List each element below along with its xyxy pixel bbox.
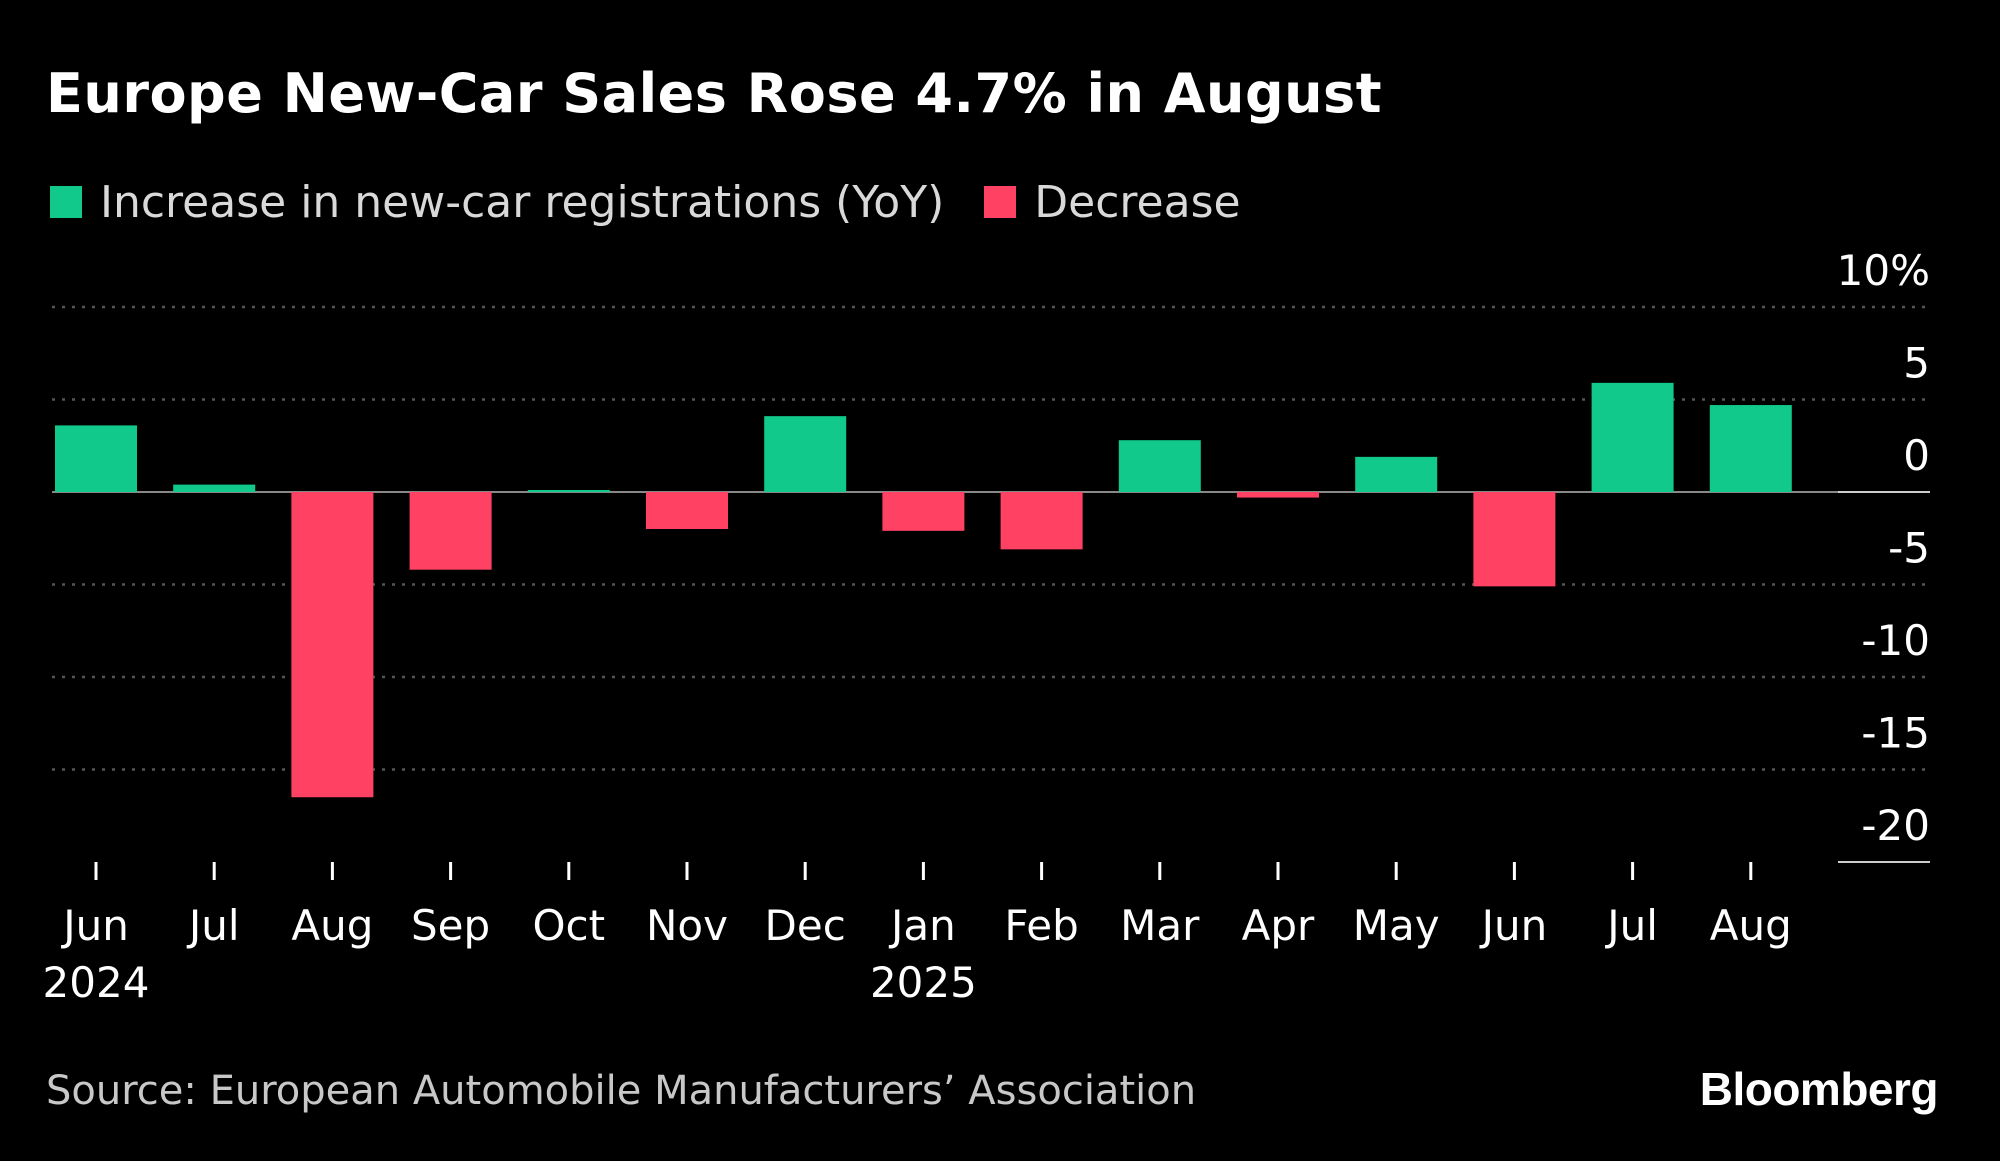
chart-title: Europe New-Car Sales Rose 4.7% in August — [46, 62, 1383, 125]
legend-item-increase: Increase in new-car registrations (YoY) — [50, 177, 944, 228]
bar-3 — [409, 492, 492, 570]
legend-item-decrease: Decrease — [984, 176, 1241, 228]
y-tick-label-3: -5 — [1888, 524, 1930, 573]
x-tick-label-1: Jul — [186, 901, 240, 950]
x-tick-label-10: Apr — [1242, 901, 1315, 950]
bar-8 — [1000, 492, 1083, 550]
bar-9 — [1118, 440, 1201, 492]
bloomberg-logo: Bloomberg — [1699, 1063, 1939, 1115]
bar-5 — [646, 492, 728, 529]
bar-7 — [882, 492, 965, 531]
x-tick-label-4: Oct — [532, 901, 605, 950]
x-tick-label-2: Aug — [291, 901, 373, 950]
y-tick-label-1: 5 — [1903, 339, 1930, 388]
bar-6 — [764, 416, 847, 492]
bar-14 — [1709, 405, 1792, 492]
x-tick-label-13: Jul — [1604, 901, 1658, 950]
y-tick-label-6: -20 — [1861, 801, 1930, 850]
y-tick-label-4: -10 — [1861, 616, 1930, 665]
y-tick-label-0: 10% — [1837, 246, 1930, 295]
source-note: Source: European Automobile Manufacturer… — [46, 1068, 1197, 1114]
x-tick-label-3: Sep — [411, 901, 490, 950]
legend-label-decrease: Decrease — [1034, 176, 1241, 228]
y-tick-label-5: -15 — [1861, 709, 1930, 758]
bar-1 — [173, 484, 256, 492]
x-tick-label-11: May — [1353, 901, 1440, 950]
bar-11 — [1355, 456, 1438, 492]
x-tick-label-5: Nov — [646, 901, 728, 950]
bar-2 — [291, 492, 374, 798]
bar-13 — [1591, 382, 1674, 492]
legend-label-increase: Increase in new-car registrations (YoY) — [100, 176, 945, 228]
bar-12 — [1473, 492, 1556, 587]
x-tick-label-12: Jun — [1479, 901, 1548, 950]
legend-swatch-increase — [50, 186, 82, 218]
legend-swatch-decrease — [984, 186, 1017, 218]
bar-0 — [55, 425, 137, 492]
x-year-label-0: 2024 — [43, 958, 150, 1007]
x-year-label-1: 2025 — [870, 958, 977, 1007]
x-tick-label-9: Mar — [1120, 901, 1200, 950]
x-tick-label-6: Dec — [765, 901, 846, 950]
y-tick-label-2: 0 — [1903, 431, 1930, 480]
legend: Increase in new-car registrations (YoY) … — [50, 174, 1281, 230]
bar-10 — [1237, 492, 1319, 498]
bar-4 — [527, 490, 610, 492]
x-tick-label-8: Feb — [1004, 901, 1078, 950]
x-tick-label-14: Aug — [1710, 901, 1792, 950]
x-tick-label-7: Jan — [888, 901, 956, 950]
x-tick-label-0: Jun — [60, 901, 129, 950]
